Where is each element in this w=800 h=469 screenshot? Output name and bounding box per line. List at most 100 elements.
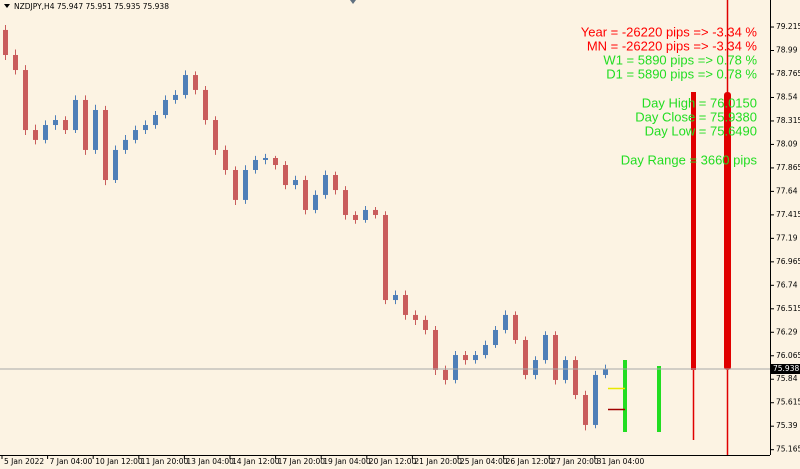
y-tick-label: 79.215 — [776, 22, 800, 31]
x-tick-label: 7 Jan 04:00 — [50, 457, 93, 466]
x-tick-label: 5 Jan 2022 — [4, 457, 44, 466]
candle-body — [563, 360, 568, 380]
y-tick-label: 78.09 — [776, 139, 798, 148]
candle-body — [553, 334, 558, 380]
shift-marker — [350, 0, 356, 4]
indicator-text: Day Low = 75.6490 — [645, 123, 757, 138]
indicator-bar — [724, 92, 731, 370]
candle-body — [603, 369, 608, 375]
candle-body — [253, 159, 258, 170]
indicator-text: MN = -26220 pips => -3.34 % — [587, 38, 758, 53]
candle-body — [133, 130, 138, 140]
x-tick-label: 14 Jan 12:00 — [232, 457, 280, 466]
candle-body — [543, 334, 548, 361]
candle-body — [373, 209, 378, 215]
y-tick-label: 77.19 — [776, 233, 798, 242]
y-tick-label: 76.515 — [776, 304, 800, 313]
candle-body — [423, 319, 428, 330]
candle-body — [93, 109, 98, 150]
x-tick-label: 27 Jan 20:00 — [551, 457, 599, 466]
candle-body — [313, 194, 318, 210]
candle-body — [153, 115, 158, 126]
candle-body — [593, 374, 598, 425]
candle-body — [123, 139, 128, 150]
candle-body — [13, 54, 18, 71]
candle-body — [233, 169, 238, 200]
candle-body — [443, 369, 448, 380]
candle-body — [43, 125, 48, 140]
candle-body — [583, 394, 588, 425]
candle-body — [173, 94, 178, 100]
candle-body — [273, 157, 278, 165]
candle-body — [243, 169, 248, 200]
candle-body — [303, 180, 308, 210]
candle-body — [3, 29, 8, 55]
candle-body — [353, 214, 358, 220]
price-label-box — [771, 364, 800, 375]
y-tick-label: 75.84 — [776, 374, 798, 383]
candle-body — [113, 149, 118, 181]
candle-body — [413, 314, 418, 320]
x-tick-label: 26 Jan 12:00 — [506, 457, 554, 466]
candle-body — [83, 99, 88, 150]
candle-body — [283, 164, 288, 186]
candle-body — [503, 314, 508, 330]
x-tick-label: 17 Jan 20:00 — [278, 457, 326, 466]
candle-body — [323, 175, 328, 195]
indicator-bar — [623, 360, 627, 432]
candle-body — [73, 99, 78, 131]
candle-body — [333, 175, 338, 191]
candle-body — [573, 360, 578, 395]
candle-body — [483, 345, 488, 356]
indicator-text: Day Close = 75.9380 — [635, 109, 757, 124]
y-tick-label: 77.64 — [776, 186, 798, 195]
candle-body — [23, 70, 28, 131]
candle-body — [523, 339, 528, 375]
candle-body — [103, 109, 108, 181]
candle-body — [363, 209, 368, 220]
candle-body — [383, 214, 388, 301]
x-tick-label: 11 Jan 20:00 — [141, 457, 189, 466]
x-tick-label: 21 Jan 20:00 — [414, 457, 462, 466]
candle-body — [393, 295, 398, 301]
x-tick-label: 31 Jan 04:00 — [597, 457, 645, 466]
candle-body — [533, 360, 538, 375]
y-tick-label: 77.415 — [776, 210, 800, 219]
candle-body — [33, 130, 38, 140]
candle-body — [293, 180, 298, 186]
candle-body — [263, 157, 268, 160]
indicator-text: Day Range = 3660 pips — [621, 152, 758, 167]
menu-arrow[interactable] — [4, 4, 10, 8]
y-tick-label: 77.865 — [776, 163, 800, 172]
x-tick-label: 19 Jan 04:00 — [323, 457, 371, 466]
candle-body — [63, 120, 68, 131]
y-tick-label: 78.315 — [776, 116, 800, 125]
candle-body — [403, 295, 408, 315]
current-price-label: 75.938 — [773, 364, 799, 373]
x-tick-label: 10 Jan 12:00 — [95, 457, 143, 466]
indicator-bar — [657, 366, 661, 432]
candle-body — [513, 314, 518, 340]
x-tick-label: 13 Jan 04:00 — [186, 457, 234, 466]
candle-body — [183, 75, 188, 95]
x-tick-label: 20 Jan 12:00 — [369, 457, 417, 466]
y-tick-label: 78.54 — [776, 92, 798, 101]
candle-body — [473, 355, 478, 361]
indicator-text: W1 = 5890 pips => 0.78 % — [603, 52, 757, 67]
candle-body — [163, 99, 168, 116]
candle-body — [53, 120, 58, 126]
y-tick-label: 75.615 — [776, 398, 800, 407]
y-tick-label: 78.765 — [776, 69, 800, 78]
indicator-bar — [691, 92, 696, 370]
candle-body — [143, 125, 148, 131]
indicator-text: Year = -26220 pips => -3.34 % — [581, 24, 758, 39]
candle-body — [463, 355, 468, 361]
candle-body — [203, 89, 208, 121]
candle-body — [343, 190, 348, 215]
x-tick-label: 25 Jan 04:00 — [460, 457, 508, 466]
candle-body — [223, 149, 228, 170]
y-tick-label: 76.065 — [776, 351, 800, 360]
y-tick-label: 76.29 — [776, 327, 798, 336]
